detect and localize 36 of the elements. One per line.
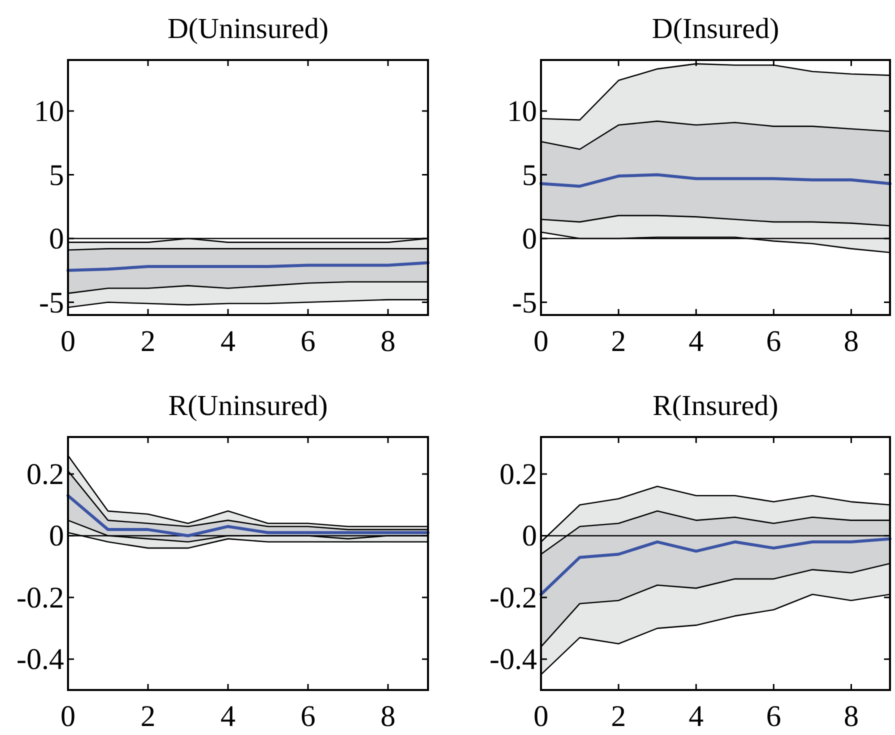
- y-tick-label: -5: [39, 286, 64, 320]
- x-tick-label: 4: [688, 700, 704, 733]
- y-tick-label: -0.4: [16, 643, 64, 676]
- chart-title: D(Uninsured): [167, 13, 329, 45]
- chart-title: D(Insured): [652, 13, 780, 45]
- x-tick-label: 2: [611, 325, 626, 358]
- x-tick-label: 4: [220, 325, 236, 358]
- x-tick-label: 8: [844, 700, 859, 733]
- y-tick-label: 5: [522, 158, 537, 192]
- y-tick-label: 0: [49, 222, 64, 256]
- y-tick-label: 10: [507, 95, 537, 128]
- x-tick-label: 6: [766, 325, 782, 358]
- chart-title: R(Uninsured): [168, 390, 328, 422]
- x-tick-label: 2: [140, 325, 156, 358]
- x-tick-label: 8: [380, 325, 396, 358]
- chart-title: R(Insured): [652, 390, 778, 422]
- x-tick-label: 8: [844, 325, 859, 358]
- y-tick-label: -0.2: [490, 581, 537, 614]
- x-tick-label: 2: [140, 700, 156, 733]
- y-tick-label: 10: [34, 95, 64, 128]
- y-tick-label: 0: [522, 520, 537, 553]
- x-tick-label: 2: [611, 700, 626, 733]
- y-tick-label: -0.4: [490, 643, 537, 676]
- x-tick-label: 6: [300, 325, 316, 358]
- y-tick-label: 0: [49, 520, 64, 553]
- y-tick-label: 0: [522, 222, 537, 256]
- x-tick-label: 6: [300, 700, 316, 733]
- y-tick-label: 0.2: [500, 458, 537, 492]
- y-tick-label: -5: [512, 286, 537, 320]
- x-tick-label: 4: [688, 325, 704, 358]
- y-tick-label: 0.2: [26, 458, 64, 492]
- y-tick-label: 5: [49, 158, 64, 192]
- x-tick-label: 6: [766, 700, 782, 733]
- y-tick-label: -0.2: [16, 581, 64, 614]
- x-tick-label: 4: [220, 700, 236, 733]
- x-tick-label: 8: [380, 700, 396, 733]
